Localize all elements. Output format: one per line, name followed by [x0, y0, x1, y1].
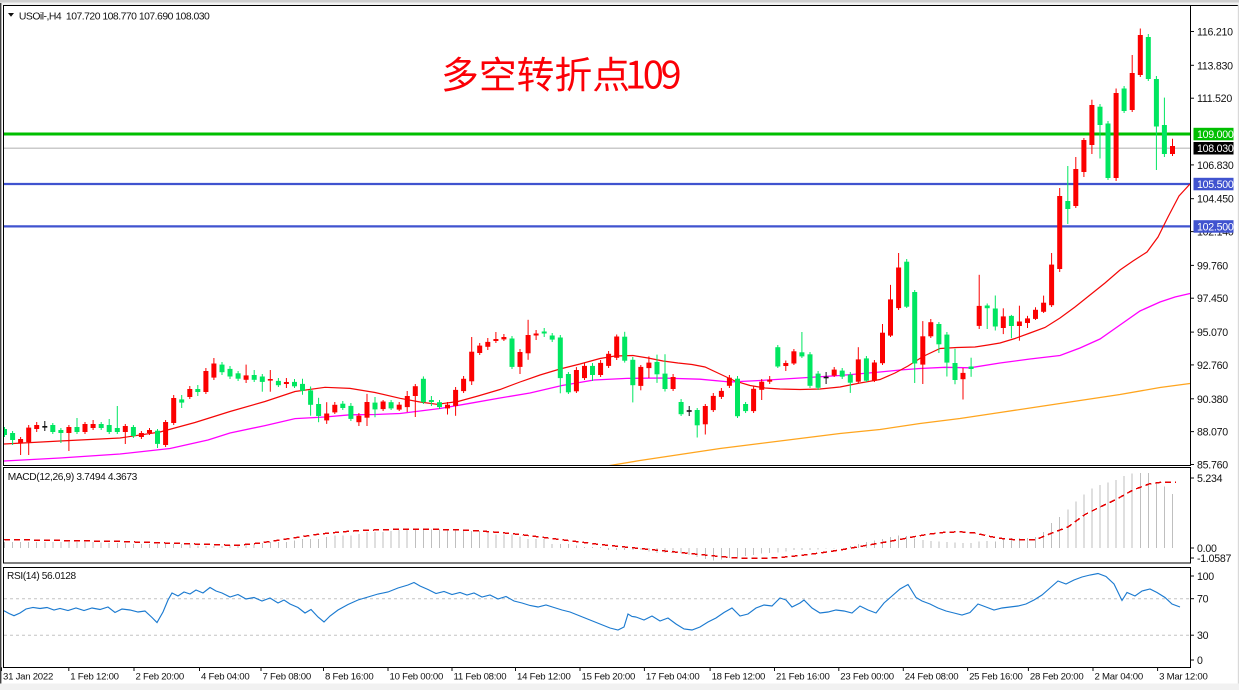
svg-text:8 Feb 16:00: 8 Feb 16:00: [325, 672, 373, 683]
svg-text:24 Feb 08:00: 24 Feb 08:00: [905, 672, 959, 683]
svg-text:2 Feb 20:00: 2 Feb 20:00: [136, 672, 184, 683]
svg-text:5.234: 5.234: [1197, 473, 1223, 485]
svg-text:102.500: 102.500: [1197, 221, 1234, 233]
svg-text:90.380: 90.380: [1197, 394, 1228, 406]
svg-text:109.000: 109.000: [1197, 129, 1234, 141]
svg-text:111.520: 111.520: [1197, 93, 1232, 105]
svg-text:106.830: 106.830: [1197, 160, 1234, 172]
svg-text:17 Feb 04:00: 17 Feb 04:00: [646, 672, 700, 683]
svg-text:85.760: 85.760: [1197, 460, 1228, 472]
svg-text:11 Feb 08:00: 11 Feb 08:00: [454, 672, 507, 683]
svg-text:USOil-,H4 107.720 108.770 107: USOil-,H4 107.720 108.770 107.690 108.03…: [19, 12, 210, 23]
svg-text:RSI(14) 56.0128: RSI(14) 56.0128: [7, 571, 77, 582]
svg-text:88.070: 88.070: [1197, 427, 1228, 439]
svg-text:104.450: 104.450: [1197, 194, 1234, 206]
svg-text:28 Feb 20:00: 28 Feb 20:00: [1030, 672, 1084, 683]
svg-text:70: 70: [1197, 594, 1209, 606]
svg-text:10 Feb 00:00: 10 Feb 00:00: [390, 672, 444, 683]
svg-text:0.00: 0.00: [1197, 543, 1217, 555]
svg-text:108.030: 108.030: [1197, 143, 1234, 155]
svg-text:105.500: 105.500: [1197, 179, 1234, 191]
svg-text:4 Feb 04:00: 4 Feb 04:00: [201, 672, 249, 683]
svg-text:23 Feb 00:00: 23 Feb 00:00: [840, 672, 894, 683]
svg-text:-1.0587: -1.0587: [1197, 553, 1232, 565]
svg-text:31 Jan 2022: 31 Jan 2022: [3, 672, 53, 683]
svg-text:18 Feb 12:00: 18 Feb 12:00: [712, 672, 766, 683]
svg-text:0: 0: [1197, 655, 1203, 667]
svg-text:3 Mar 12:00: 3 Mar 12:00: [1159, 672, 1207, 683]
svg-text:99.760: 99.760: [1197, 260, 1228, 272]
svg-text:95.070: 95.070: [1197, 327, 1228, 339]
svg-text:113.830: 113.830: [1197, 60, 1233, 72]
svg-text:30: 30: [1197, 630, 1209, 642]
svg-text:14 Feb 12:00: 14 Feb 12:00: [517, 672, 571, 683]
svg-text:97.450: 97.450: [1197, 293, 1228, 305]
svg-text:100: 100: [1197, 571, 1214, 583]
svg-text:15 Feb 20:00: 15 Feb 20:00: [582, 672, 636, 683]
svg-text:116.210: 116.210: [1197, 27, 1233, 39]
svg-text:MACD(12,26,9) 3.7494 4.3673: MACD(12,26,9) 3.7494 4.3673: [8, 472, 138, 483]
svg-text:7 Feb 08:00: 7 Feb 08:00: [263, 672, 311, 683]
svg-text:2 Mar 04:00: 2 Mar 04:00: [1095, 672, 1143, 683]
svg-text:25 Feb 16:00: 25 Feb 16:00: [969, 672, 1023, 683]
svg-text:92.760: 92.760: [1197, 360, 1228, 372]
svg-text:1 Feb 12:00: 1 Feb 12:00: [70, 672, 118, 683]
svg-text:21 Feb 16:00: 21 Feb 16:00: [776, 672, 830, 683]
